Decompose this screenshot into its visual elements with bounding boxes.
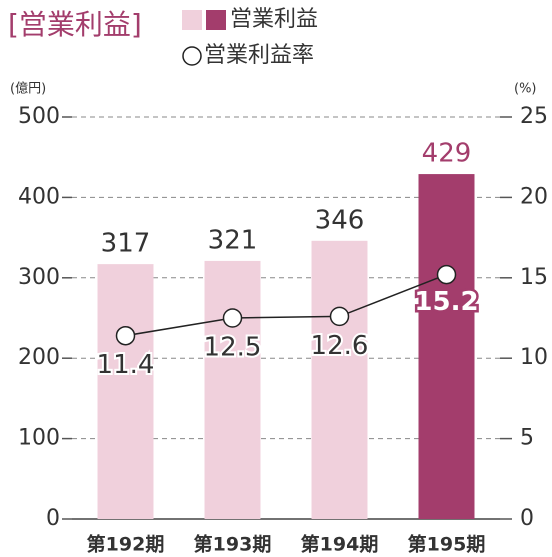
legend-swatch [206,10,226,30]
data-label: 12.6 [311,331,369,361]
legend-label: 営業利益率 [204,43,314,68]
y-tick-label: 0 [46,506,60,531]
y2-tick-label: 0 [520,506,534,531]
line-point [222,308,243,328]
x-tick-label: 第194期 [301,533,379,556]
y2-axis-label: (%) [514,82,537,97]
y-tick-label: 400 [18,184,60,209]
y-tick-label: 500 [18,104,60,129]
bar [418,174,475,520]
line [125,273,447,337]
data-label: 11.4 [97,350,155,380]
y-tick-label: 300 [18,265,60,290]
y2-tick-label: 15 [520,265,548,290]
line-point [436,264,457,285]
line-point [329,306,350,327]
chart-title: [営業利益] [8,8,142,41]
legend-swatch [182,10,202,30]
data-label: 429 [422,139,472,169]
line-point [115,325,136,346]
y-tick-label: 200 [18,345,60,370]
y-tick-label: 100 [18,426,60,451]
bar [204,260,261,519]
x-tick-label: 第193期 [194,533,272,556]
data-label: 346 [315,205,365,235]
data-label: 321 [208,225,258,255]
x-tick-label: 第192期 [87,533,165,556]
bar [311,240,368,520]
legend-swatch [182,46,202,66]
y2-tick-label: 20 [520,184,548,209]
y2-tick-label: 10 [520,345,548,370]
y2-tick-label: 5 [520,426,534,451]
x-tick-label: 第195期 [408,533,486,556]
y-axis-label: (億円) [10,81,46,97]
data-label: 317 [101,229,151,259]
data-label: 12.5 [204,333,262,363]
y2-tick-label: 25 [520,104,548,129]
legend-label: 営業利益 [230,7,318,32]
data-label: 15.2 [414,287,478,317]
bar [97,264,154,519]
